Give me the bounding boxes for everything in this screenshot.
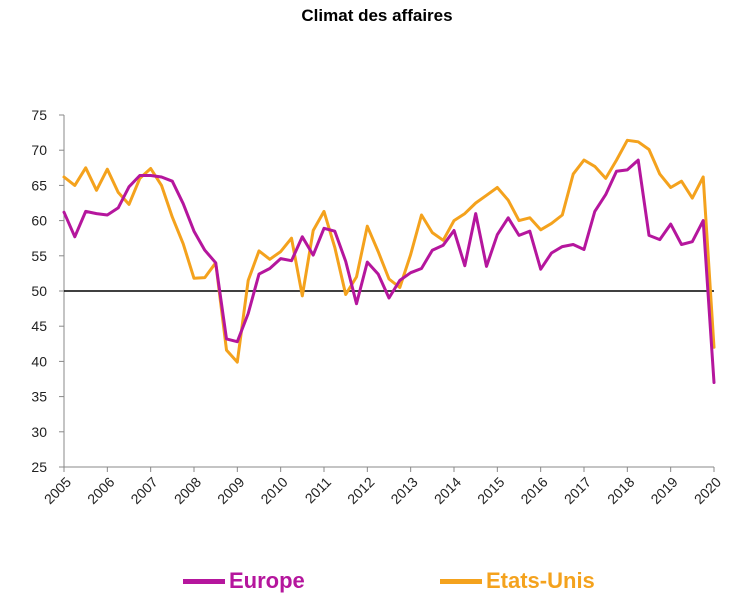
legend-swatch-etats-unis bbox=[440, 578, 482, 584]
legend-swatch-europe bbox=[183, 578, 225, 584]
x-tick-label: 2011 bbox=[302, 474, 335, 507]
x-tick-label: 2005 bbox=[41, 474, 74, 507]
x-tick-label: 2009 bbox=[214, 474, 247, 507]
x-tick-label: 2010 bbox=[257, 474, 290, 507]
chart-title: Climat des affaires bbox=[301, 6, 453, 25]
x-tick-label: 2007 bbox=[127, 474, 160, 507]
y-tick-label: 75 bbox=[31, 107, 47, 123]
y-tick-label: 60 bbox=[31, 213, 47, 229]
series-line-etats-unis bbox=[62, 138, 716, 364]
x-tick-label: 2008 bbox=[171, 474, 204, 507]
x-tick-label: 2013 bbox=[387, 474, 420, 507]
legend-label-etats-unis: Etats-Unis bbox=[486, 568, 595, 593]
y-tick-label: 55 bbox=[31, 248, 47, 264]
y-tick-label: 30 bbox=[31, 424, 47, 440]
legend-label-europe: Europe bbox=[229, 568, 305, 593]
legend-item-europe: Europe bbox=[183, 568, 305, 594]
x-tick-label: 2014 bbox=[431, 474, 464, 507]
x-tick-label: 2020 bbox=[691, 474, 724, 507]
x-tick-label: 2019 bbox=[647, 474, 680, 507]
y-tick-label: 70 bbox=[31, 142, 47, 158]
x-tick-label: 2012 bbox=[344, 474, 377, 507]
x-tick-label: 2017 bbox=[561, 474, 594, 507]
series-line-europe bbox=[62, 158, 716, 384]
y-tick-label: 25 bbox=[31, 459, 47, 475]
y-tick-label: 65 bbox=[31, 177, 47, 193]
x-tick-label: 2015 bbox=[474, 474, 507, 507]
y-tick-label: 50 bbox=[31, 283, 47, 299]
y-tick-label: 35 bbox=[31, 389, 47, 405]
x-tick-label: 2016 bbox=[517, 474, 550, 507]
x-tick-label: 2018 bbox=[604, 474, 637, 507]
axes: 25 30 35 40 45 50 55 60 65 70 75 2005 2006 2007 2008 20… bbox=[31, 107, 724, 507]
y-tick-label: 45 bbox=[31, 318, 47, 334]
series-group bbox=[62, 138, 716, 384]
y-tick-label: 40 bbox=[31, 353, 47, 369]
legend-item-etats-unis: Etats-Unis bbox=[440, 568, 595, 594]
x-tick-label: 2006 bbox=[84, 474, 117, 507]
